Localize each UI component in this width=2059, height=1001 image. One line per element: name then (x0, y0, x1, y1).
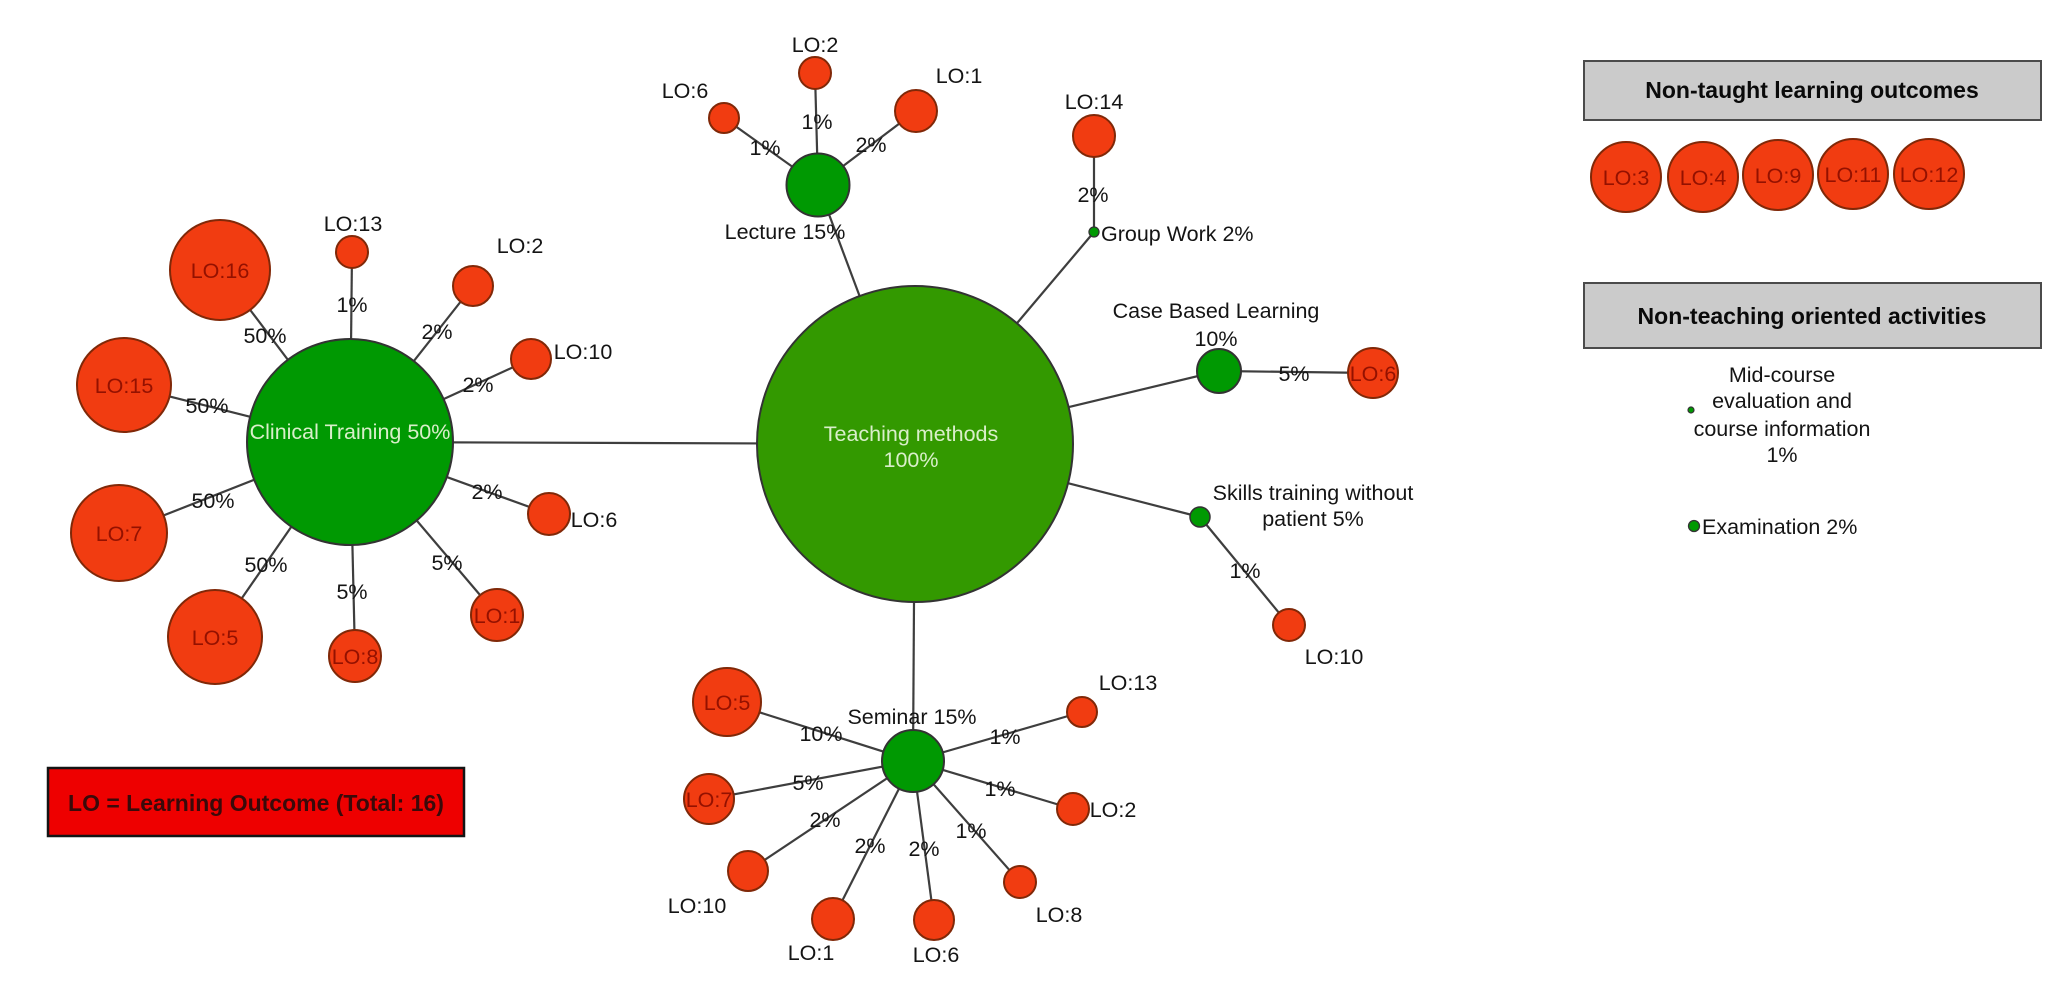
svg-text:LO:3: LO:3 (1603, 166, 1650, 190)
svg-text:10%: 10% (1194, 327, 1237, 351)
svg-text:Examination 2%: Examination 2% (1702, 515, 1857, 539)
svg-text:LO:11: LO:11 (1825, 163, 1882, 187)
svg-text:5%: 5% (336, 580, 367, 604)
svg-text:50%: 50% (243, 324, 286, 348)
svg-text:2%: 2% (462, 373, 493, 397)
svg-text:LO:13: LO:13 (1099, 671, 1158, 695)
svg-text:Mid-course: Mid-course (1729, 363, 1835, 387)
svg-text:5%: 5% (792, 771, 823, 795)
svg-text:LO:5: LO:5 (192, 626, 239, 650)
svg-text:LO:8: LO:8 (1036, 903, 1083, 927)
svg-text:2%: 2% (421, 320, 452, 344)
svg-text:Lecture 15%: Lecture 15% (725, 220, 846, 244)
svg-text:100%: 100% (884, 448, 939, 472)
svg-text:LO:7: LO:7 (96, 522, 143, 546)
svg-text:LO:10: LO:10 (1305, 645, 1364, 669)
svg-text:1%: 1% (955, 819, 986, 843)
svg-text:1%: 1% (989, 725, 1020, 749)
svg-text:LO:2: LO:2 (497, 234, 544, 258)
svg-text:LO:6: LO:6 (1350, 362, 1397, 386)
svg-text:evaluation and: evaluation and (1712, 389, 1852, 413)
svg-text:10%: 10% (799, 722, 842, 746)
svg-text:Teaching methods: Teaching methods (824, 422, 999, 446)
svg-text:1%: 1% (1229, 559, 1260, 583)
svg-text:LO:12: LO:12 (1900, 163, 1959, 187)
svg-text:LO:6: LO:6 (913, 943, 960, 967)
svg-text:course information: course information (1694, 417, 1871, 441)
svg-text:LO:10: LO:10 (668, 894, 727, 918)
svg-text:patient 5%: patient 5% (1262, 507, 1364, 531)
svg-text:2%: 2% (809, 808, 840, 832)
svg-text:Non-taught learning outcomes: Non-taught learning outcomes (1645, 77, 1979, 103)
svg-text:LO:2: LO:2 (792, 33, 839, 57)
svg-text:LO:5: LO:5 (704, 691, 751, 715)
svg-text:Seminar 15%: Seminar 15% (847, 705, 976, 729)
svg-text:LO:1: LO:1 (474, 604, 521, 628)
svg-text:Group Work 2%: Group Work 2% (1101, 222, 1254, 246)
svg-text:LO = Learning Outcome (Total:: LO = Learning Outcome (Total: 16) (68, 790, 444, 816)
svg-text:LO:9: LO:9 (1755, 164, 1802, 188)
svg-text:5%: 5% (431, 551, 462, 575)
svg-text:2%: 2% (854, 834, 885, 858)
svg-text:LO:14: LO:14 (1065, 90, 1124, 114)
svg-text:LO:2: LO:2 (1090, 798, 1137, 822)
svg-text:Case Based Learning: Case Based Learning (1113, 299, 1320, 323)
svg-text:LO:15: LO:15 (95, 374, 154, 398)
svg-text:50%: 50% (191, 489, 234, 513)
svg-text:5%: 5% (1278, 362, 1309, 386)
svg-text:Skills training without: Skills training without (1213, 481, 1414, 505)
svg-text:LO:10: LO:10 (554, 340, 613, 364)
svg-text:LO:16: LO:16 (191, 259, 250, 283)
svg-text:1%: 1% (336, 293, 367, 317)
svg-text:LO:1: LO:1 (936, 64, 983, 88)
svg-text:LO:8: LO:8 (332, 645, 379, 669)
svg-text:2%: 2% (471, 480, 502, 504)
svg-text:2%: 2% (1077, 183, 1108, 207)
svg-text:Non-teaching oriented activiti: Non-teaching oriented activities (1638, 303, 1987, 329)
svg-text:LO:6: LO:6 (571, 508, 618, 532)
svg-text:50%: 50% (244, 553, 287, 577)
svg-text:LO:13: LO:13 (324, 212, 383, 236)
svg-text:LO:6: LO:6 (662, 79, 709, 103)
svg-text:1%: 1% (984, 777, 1015, 801)
svg-text:2%: 2% (908, 837, 939, 861)
svg-text:1%: 1% (1766, 443, 1797, 467)
svg-text:LO:4: LO:4 (1680, 166, 1727, 190)
svg-text:LO:1: LO:1 (788, 941, 835, 965)
svg-text:2%: 2% (855, 133, 886, 157)
svg-text:LO:7: LO:7 (686, 788, 733, 812)
svg-text:50%: 50% (185, 394, 228, 418)
svg-text:Clinical Training 50%: Clinical Training 50% (250, 420, 451, 444)
svg-text:1%: 1% (801, 110, 832, 134)
svg-text:1%: 1% (749, 136, 780, 160)
